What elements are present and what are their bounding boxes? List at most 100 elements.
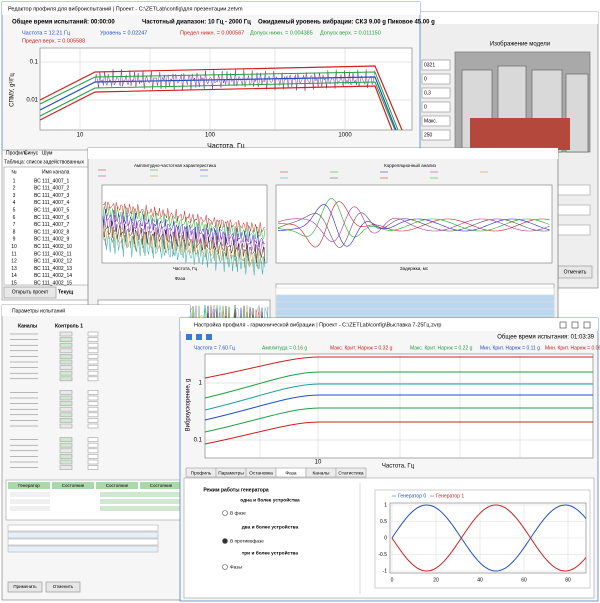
label: Частотный диапазон: 10 Гц - 2000 Гц: [142, 19, 251, 26]
checkbox[interactable]: [87, 442, 99, 448]
channel-name: ВС 111_4002_10: [34, 244, 72, 250]
profile-curve: [204, 383, 593, 411]
group-label: одна и более устройства: [240, 496, 300, 503]
channel-name: ВС 111_4002_14: [34, 273, 72, 279]
checkbox[interactable]: [87, 376, 99, 382]
checkbox[interactable]: [87, 395, 99, 401]
input-field[interactable]: [421, 115, 451, 127]
checkbox[interactable]: [87, 331, 99, 337]
checkbox[interactable]: [87, 459, 99, 465]
button[interactable]: [7, 581, 43, 593]
row-number: 5: [13, 208, 16, 214]
toolbar-icon[interactable]: [196, 334, 202, 340]
checkbox[interactable]: [87, 337, 99, 342]
column-header: Имя канала: [42, 169, 70, 175]
noise-curve: [102, 234, 266, 276]
checkbox[interactable]: [87, 406, 99, 412]
noise-curve: [102, 205, 266, 239]
input-field[interactable]: [421, 73, 451, 85]
tab-label[interactable]: Каналы: [312, 470, 330, 476]
input-field[interactable]: [421, 59, 451, 71]
profile-curve: [204, 371, 593, 399]
title-bar: [2, 305, 190, 316]
checkbox[interactable]: [87, 454, 99, 459]
status-cell: [59, 454, 73, 459]
status-cell: [59, 442, 73, 448]
checkbox[interactable]: [87, 437, 99, 442]
tab-label[interactable]: Профиль: [191, 470, 212, 476]
checkbox[interactable]: [87, 412, 99, 418]
image-detail: [470, 118, 570, 150]
checkbox[interactable]: [87, 354, 99, 359]
table-row: [275, 287, 555, 296]
status-cell: [59, 342, 73, 348]
y-tick-label: -0.5: [378, 552, 387, 558]
checkbox[interactable]: [87, 390, 99, 395]
readout: Макс. Крит. Нарнж = 0.22 g: [410, 345, 473, 351]
button-label[interactable]: Открыть проект: [12, 289, 49, 295]
radio-button[interactable]: [222, 510, 228, 516]
checkbox[interactable]: [87, 418, 99, 423]
y-tick-label: 0.1: [30, 60, 39, 66]
axis-label: Частота, Гц: [173, 266, 198, 271]
checkbox[interactable]: [87, 342, 99, 348]
button-label[interactable]: Применить: [13, 584, 37, 589]
input-field[interactable]: [7, 538, 159, 546]
tab-label[interactable]: Параметры: [218, 470, 244, 476]
window-control[interactable]: [571, 321, 579, 329]
tab[interactable]: Шум: [42, 150, 53, 156]
radio-label[interactable]: Фазы: [230, 564, 242, 570]
input-field[interactable]: [7, 524, 159, 532]
profile-curve: [204, 421, 593, 445]
tab-label[interactable]: Остановка: [249, 470, 273, 476]
input-field[interactable]: [421, 101, 451, 113]
status-cell: [59, 376, 73, 382]
chart-title: Фаза: [175, 276, 186, 281]
checkbox[interactable]: [87, 359, 99, 365]
tab[interactable]: Синус: [24, 150, 39, 156]
button[interactable]: [3, 286, 57, 299]
toolbar-icon[interactable]: [206, 334, 212, 340]
table-row: [275, 301, 555, 310]
checkbox[interactable]: [87, 423, 99, 429]
x-tick-label: 10: [315, 460, 322, 466]
channel-name: ВС 111_4007_5: [34, 208, 69, 214]
input-field[interactable]: [421, 87, 451, 99]
table-row: [10, 499, 50, 504]
row-number: 7: [13, 222, 16, 228]
tab[interactable]: [335, 467, 367, 478]
button-label[interactable]: Отменить: [53, 584, 74, 589]
correlation-curve: [277, 212, 550, 248]
input-field[interactable]: [7, 531, 159, 539]
readout: Макс. Крит. Нарнж = 0.32 g: [330, 345, 393, 351]
checkbox[interactable]: [87, 465, 99, 470]
label: Ожидаемый уровень вибрации: СКЗ 9.00 g П…: [258, 19, 435, 26]
group-label: три и более устройства: [242, 549, 299, 556]
column-header: Каналы: [18, 323, 37, 329]
status-cell: [59, 337, 73, 342]
tab-label[interactable]: Фаза: [285, 470, 296, 476]
checkbox[interactable]: [87, 401, 99, 406]
toolbar-icon[interactable]: [186, 334, 192, 340]
label: Общее время испытаний: 00:00:00: [12, 19, 115, 26]
table-row: [100, 499, 180, 504]
checkbox[interactable]: [87, 348, 99, 354]
tab-label[interactable]: Статистика: [338, 470, 364, 476]
tab[interactable]: Профиль: [6, 150, 28, 156]
chart-title: Корреляционный анализ: [384, 162, 436, 168]
button[interactable]: [45, 581, 81, 593]
radio-label[interactable]: В противофазе: [230, 538, 264, 544]
input-field[interactable]: [7, 545, 159, 553]
radio-button[interactable]: [222, 564, 228, 570]
window-control[interactable]: [559, 321, 567, 329]
checkbox[interactable]: [87, 365, 99, 370]
checkbox[interactable]: [87, 370, 99, 376]
checkbox[interactable]: [87, 448, 99, 454]
radio-label[interactable]: В фазе: [230, 510, 246, 516]
radio-button[interactable]: [222, 538, 228, 544]
button-label[interactable]: Отменить: [564, 269, 587, 275]
title-bar: [2, 2, 420, 15]
window-control[interactable]: [583, 321, 591, 329]
input-field[interactable]: [421, 129, 451, 141]
curve: [39, 71, 399, 131]
